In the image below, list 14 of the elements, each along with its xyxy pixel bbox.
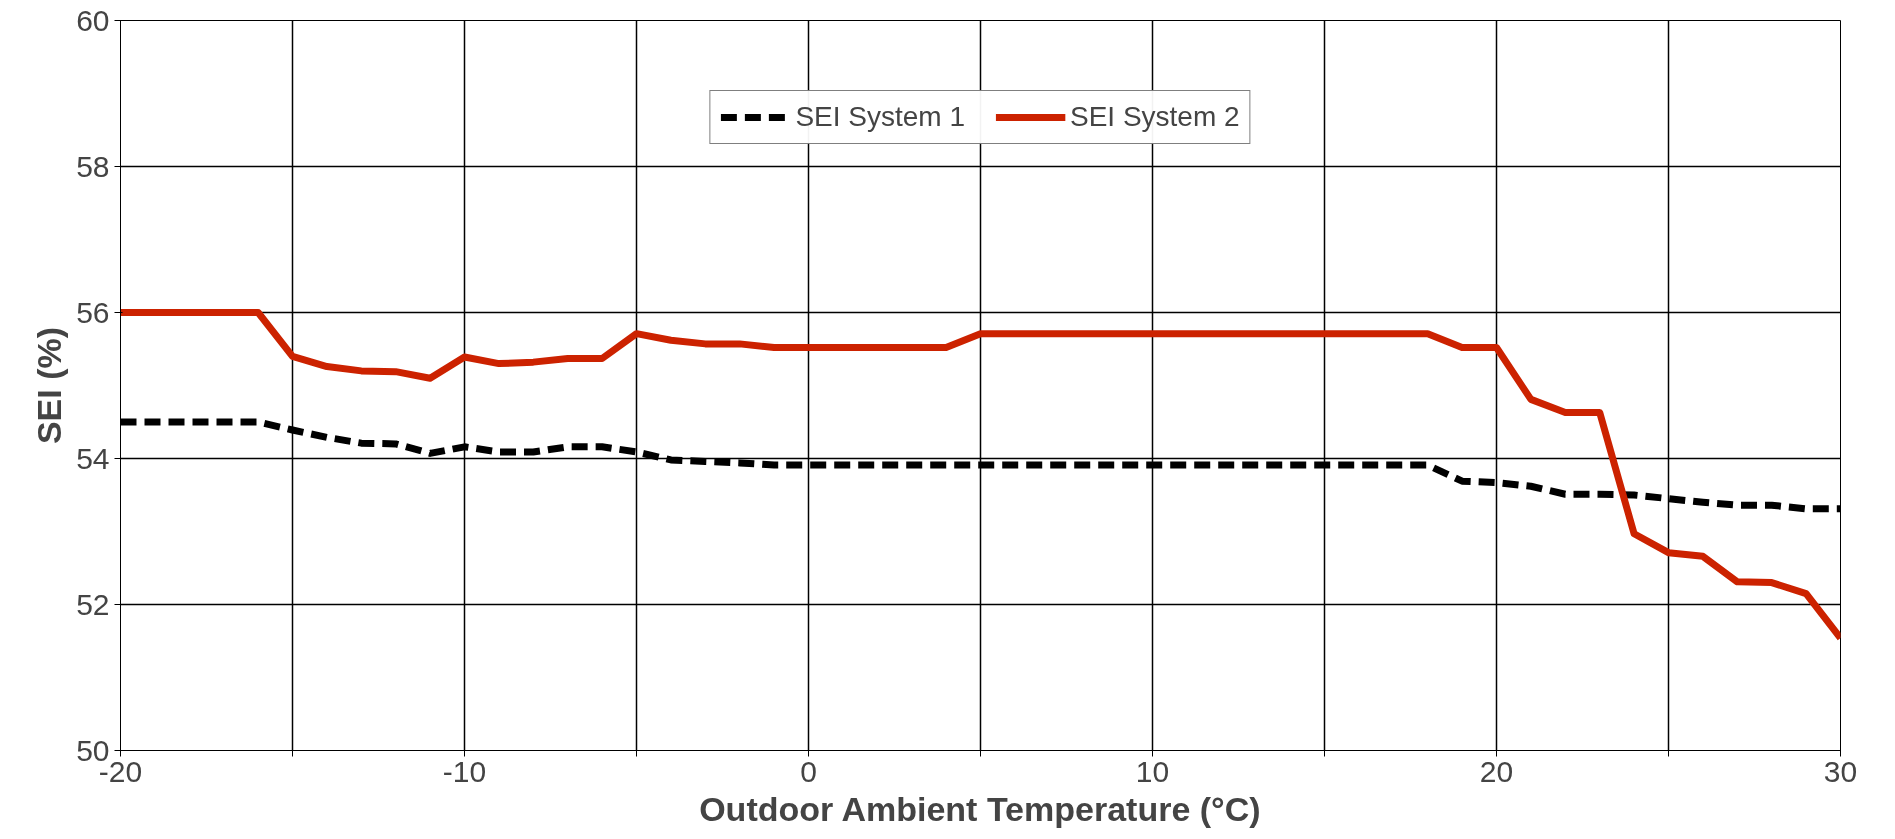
x-tick-label: 10 [1135,754,1170,788]
legend-label: SEI System 2 [1070,101,1240,133]
y-tick-label: 52 [76,587,110,621]
y-axis-title: SEI (%) [30,326,69,445]
y-tick-label: 54 [76,441,110,475]
y-tick-label: 56 [76,295,110,329]
x-tick-label: 20 [1479,754,1514,788]
x-tick-label: -10 [442,754,487,788]
x-axis-title: Outdoor Ambient Temperature (°C) [699,789,1261,828]
x-tick-label: 0 [800,754,817,788]
x-tick-label: 30 [1823,754,1858,788]
legend-label: SEI System 1 [795,101,965,133]
y-tick-label: 60 [76,3,110,37]
y-tick-label: 58 [76,149,110,183]
